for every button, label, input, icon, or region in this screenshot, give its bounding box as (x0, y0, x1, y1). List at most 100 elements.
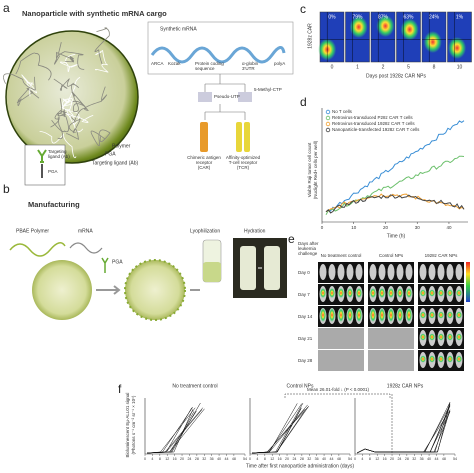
mouse-curve (356, 403, 451, 454)
tcr-icon (236, 122, 242, 152)
cell-population (349, 16, 368, 38)
signal (420, 355, 426, 363)
tick-label: 8 (264, 457, 266, 461)
mouse (437, 264, 445, 280)
tick-label: 20 (390, 457, 394, 461)
panel-letter: c (300, 2, 306, 16)
annotation: Mean 26.01-fold ↓ (P < 0.0001) (307, 387, 370, 392)
mrna-box (147, 21, 294, 75)
tick-label: 48 (442, 457, 446, 461)
signal (429, 355, 435, 363)
signal (456, 289, 462, 297)
mouse (369, 264, 377, 280)
tick-label: 0 (354, 457, 356, 461)
tick-label: 4 (256, 457, 258, 461)
panel-title: Nanoparticle with synthetic mRNA cargo (22, 9, 167, 18)
mouse-curve (251, 403, 302, 454)
mouse-curve (146, 407, 192, 454)
mrna-strand (71, 86, 108, 112)
mrna-strand (90, 129, 111, 146)
mouse (346, 264, 354, 280)
tick-label: 5 (407, 64, 410, 70)
label: Kozak (168, 61, 181, 66)
mrna-strand (65, 112, 94, 123)
signal (447, 333, 453, 341)
mouse (396, 264, 404, 280)
percent-label: 0% (328, 14, 336, 20)
label: Pseudo-UTP (214, 94, 240, 99)
tick-label: 12 (375, 457, 379, 461)
percent-label: 87% (378, 14, 389, 20)
signal (388, 308, 394, 322)
mouse-curve (251, 407, 302, 454)
cell-population (400, 18, 419, 41)
cell-population (423, 31, 442, 53)
signal (379, 308, 385, 322)
tick-label: 2 (382, 64, 385, 70)
tick-label: 24 (397, 457, 401, 461)
mouse (337, 264, 345, 280)
vial (240, 246, 256, 290)
label: Synthetic mRNA (160, 26, 197, 32)
label: polyA (274, 61, 285, 66)
mouse-curve (356, 404, 451, 454)
curve (325, 194, 465, 214)
polymer-icon (9, 242, 66, 257)
comparison-bracket (284, 393, 391, 398)
signal (429, 333, 435, 341)
row-label: Day 14 (298, 314, 313, 319)
axis-label: Days post 1928z CAR NPs (366, 73, 427, 79)
tick-label: 28 (300, 457, 304, 461)
percent-label: 79% (352, 14, 363, 20)
mrna-strand (94, 27, 110, 65)
signal (320, 288, 326, 298)
label: (TCR) (237, 165, 250, 170)
tick-label: 40 (217, 457, 221, 461)
signal (456, 311, 462, 319)
mouse (428, 264, 436, 280)
row-label: Day 21 (298, 336, 313, 341)
signal (329, 308, 335, 322)
axis-label: Bioluminescent Eμ-ALL01 signal (125, 393, 130, 458)
tick-label: 0 (249, 457, 251, 461)
mrna-strand (39, 131, 77, 159)
cell-population (448, 37, 467, 59)
group-label: 1928z CAR NPs (425, 253, 459, 258)
label: Affinity-optimized (226, 155, 261, 160)
signal (438, 355, 444, 363)
curve (325, 193, 465, 212)
tick-label: 24 (292, 457, 296, 461)
tick-label: 16 (173, 457, 177, 461)
axis-label: Time after first nanoparticle administra… (246, 463, 355, 469)
axis-label: Viable Raji tumor cell count (307, 142, 312, 197)
tick-label: 48 (337, 457, 341, 461)
mrna-strand (66, 118, 81, 141)
label: (CAR) (198, 165, 211, 170)
legend-marker (325, 115, 331, 121)
curve (325, 120, 465, 213)
signal (347, 288, 353, 298)
mouse-curve (251, 406, 308, 454)
mouse-curve (251, 402, 304, 454)
signal (456, 355, 462, 363)
tick-label: 36 (315, 457, 319, 461)
signal (356, 308, 362, 322)
vial-content (203, 262, 221, 282)
label: T-cell receptor (229, 160, 258, 165)
tick-label: 48 (232, 457, 236, 461)
signal (420, 289, 426, 297)
tick-label: 44 (329, 457, 333, 461)
tick-label: 54 (453, 457, 457, 461)
tick-label: 28 (405, 457, 409, 461)
panel-letter: e (288, 232, 295, 246)
row-label: Day 0 (298, 270, 310, 275)
panel-letter: b (3, 182, 10, 196)
antibody-icon (37, 149, 47, 163)
mrna-strand (54, 98, 64, 140)
percent-label: 24% (429, 14, 440, 20)
signal (456, 333, 462, 341)
tick-label: 10 (457, 64, 463, 70)
mrna-cargo (3, 27, 111, 159)
